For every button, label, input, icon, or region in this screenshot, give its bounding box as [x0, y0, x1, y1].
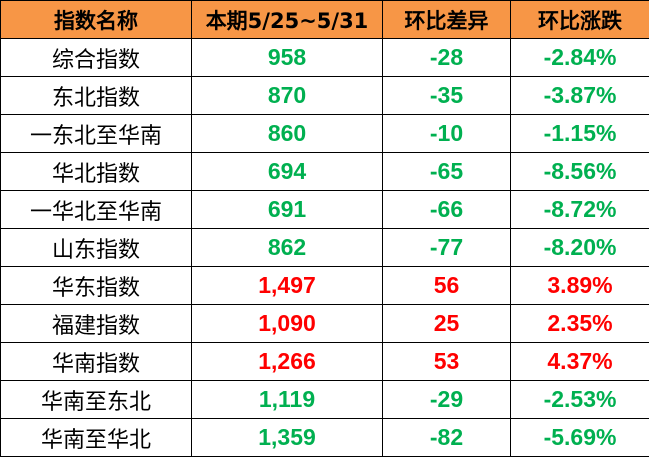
pct-cell: -1.15%	[510, 114, 649, 153]
table-row: 综合指数 958 -28 -2.84%	[0, 38, 649, 77]
name-cell: 一东北至华南	[0, 114, 192, 153]
header-diff: 环比差异	[382, 0, 511, 39]
name-cell: 山东指数	[0, 228, 192, 267]
diff-cell: -77	[382, 228, 511, 267]
diff-cell: 25	[382, 304, 511, 343]
pct-cell: 3.89%	[510, 266, 649, 305]
table-row: 华南指数 1,266 53 4.37%	[0, 342, 649, 381]
diff-cell: -29	[382, 380, 511, 419]
table-row: 华北指数 694 -65 -8.56%	[0, 152, 649, 191]
diff-cell: 56	[382, 266, 511, 305]
pct-cell: -8.56%	[510, 152, 649, 191]
diff-cell: -35	[382, 76, 511, 115]
name-cell: 华北指数	[0, 152, 192, 191]
value-cell: 958	[191, 38, 383, 77]
diff-cell: -10	[382, 114, 511, 153]
value-cell: 870	[191, 76, 383, 115]
name-cell: 综合指数	[0, 38, 192, 77]
header-value: 本期5/25~5/31	[191, 0, 383, 39]
name-cell: 华南指数	[0, 342, 192, 381]
name-cell: 一华北至华南	[0, 190, 192, 229]
diff-cell: -82	[382, 418, 511, 457]
table-row: 一华北至华南 691 -66 -8.72%	[0, 190, 649, 229]
table-row: 一东北至华南 860 -10 -1.15%	[0, 114, 649, 153]
pct-cell: -2.53%	[510, 380, 649, 419]
pct-cell: -2.84%	[510, 38, 649, 77]
value-cell: 860	[191, 114, 383, 153]
value-cell: 1,090	[191, 304, 383, 343]
value-cell: 1,359	[191, 418, 383, 457]
value-cell: 691	[191, 190, 383, 229]
pct-cell: -8.20%	[510, 228, 649, 267]
header-pct: 环比涨跌	[510, 0, 649, 39]
name-cell: 东北指数	[0, 76, 192, 115]
value-cell: 1,266	[191, 342, 383, 381]
pct-cell: 2.35%	[510, 304, 649, 343]
pct-cell: 4.37%	[510, 342, 649, 381]
value-cell: 862	[191, 228, 383, 267]
value-cell: 1,119	[191, 380, 383, 419]
table-row: 华东指数 1,497 56 3.89%	[0, 266, 649, 305]
pct-cell: -8.72%	[510, 190, 649, 229]
header-name: 指数名称	[0, 0, 192, 39]
name-cell: 华南至华北	[0, 418, 192, 457]
table-row: 华南至华北 1,359 -82 -5.69%	[0, 418, 649, 457]
table-row: 福建指数 1,090 25 2.35%	[0, 304, 649, 343]
value-cell: 1,497	[191, 266, 383, 305]
pct-cell: -5.69%	[510, 418, 649, 457]
name-cell: 华南至东北	[0, 380, 192, 419]
diff-cell: -65	[382, 152, 511, 191]
header-row: 指数名称 本期5/25~5/31 环比差异 环比涨跌	[0, 0, 649, 39]
table-row: 东北指数 870 -35 -3.87%	[0, 76, 649, 115]
pct-cell: -3.87%	[510, 76, 649, 115]
table-row: 华南至东北 1,119 -29 -2.53%	[0, 380, 649, 419]
diff-cell: 53	[382, 342, 511, 381]
table-row: 山东指数 862 -77 -8.20%	[0, 228, 649, 267]
value-cell: 694	[191, 152, 383, 191]
diff-cell: -66	[382, 190, 511, 229]
diff-cell: -28	[382, 38, 511, 77]
name-cell: 福建指数	[0, 304, 192, 343]
name-cell: 华东指数	[0, 266, 192, 305]
